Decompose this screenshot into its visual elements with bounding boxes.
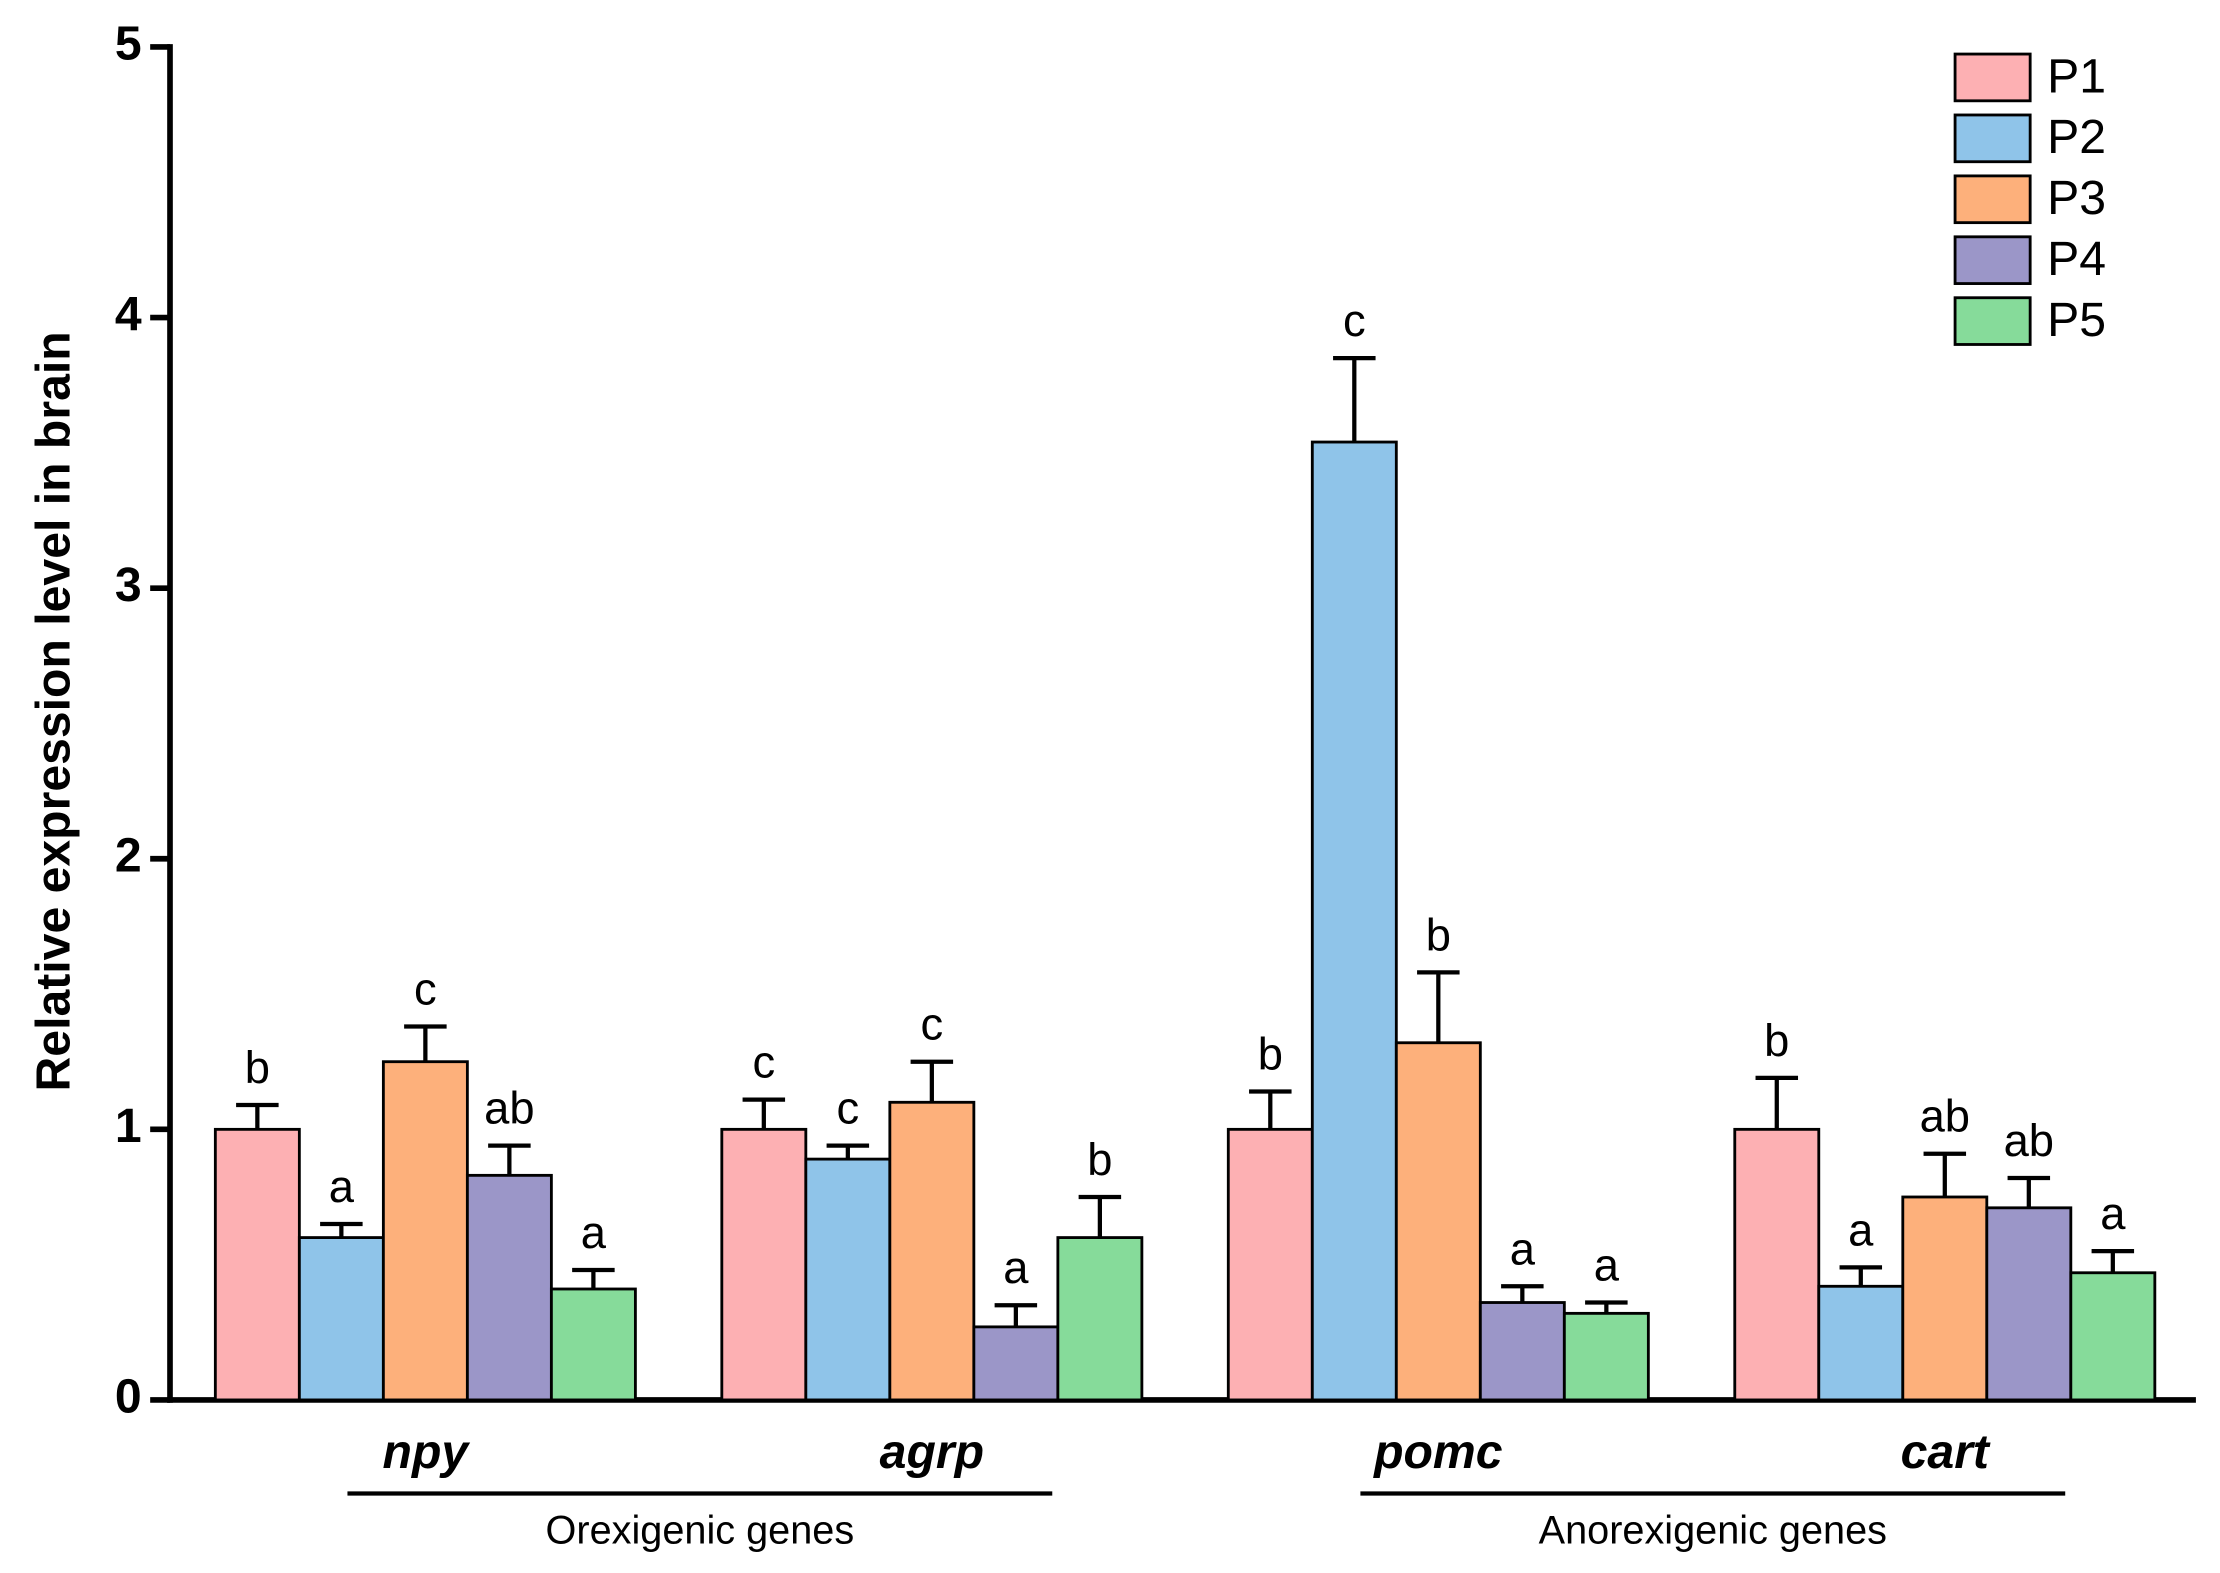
significance-label: ab — [2004, 1115, 2054, 1166]
bar — [804, 1157, 892, 1402]
legend-label: P5 — [2047, 293, 2106, 347]
significance-label: b — [1426, 909, 1451, 960]
y-axis-title: Relative expression level in brain — [26, 331, 80, 1091]
bar — [1056, 1236, 1144, 1402]
legend-label: P2 — [2047, 110, 2106, 164]
legend-swatch — [1953, 296, 2032, 346]
x-tick-label: agrp — [880, 1425, 984, 1479]
bar — [972, 1325, 1060, 1402]
significance-label: c — [837, 1083, 860, 1134]
bar — [297, 1236, 385, 1402]
bar — [1394, 1041, 1482, 1402]
bar — [381, 1060, 469, 1402]
y-tick-label: 1 — [115, 1099, 142, 1153]
x-tick-label: cart — [1901, 1425, 1991, 1479]
bar — [1817, 1284, 1905, 1402]
significance-label: a — [2100, 1188, 2126, 1239]
legend-label: P3 — [2047, 171, 2106, 225]
significance-label: ab — [484, 1083, 534, 1134]
legend-swatch — [1953, 113, 2032, 164]
bar — [465, 1173, 553, 1402]
y-tick-label: 3 — [115, 558, 142, 612]
significance-label: a — [581, 1207, 607, 1258]
significance-label: a — [1003, 1242, 1029, 1293]
y-tick-label: 5 — [115, 17, 142, 71]
bar — [1310, 440, 1398, 1402]
bar — [1901, 1195, 1989, 1402]
bar — [1985, 1206, 2073, 1402]
y-tick-label: 4 — [115, 287, 142, 341]
x-tick-label: npy — [383, 1425, 471, 1479]
significance-label: c — [752, 1037, 775, 1088]
group-label: Anorexigenic genes — [1539, 1509, 1887, 1553]
significance-label: a — [329, 1161, 355, 1212]
x-tick-label: pomc — [1372, 1425, 1503, 1479]
significance-label: a — [1510, 1223, 1536, 1274]
bar — [2069, 1271, 2157, 1402]
significance-label: b — [1087, 1134, 1112, 1185]
significance-label: b — [1764, 1015, 1789, 1066]
legend-label: P4 — [2047, 232, 2106, 286]
significance-label: c — [1343, 295, 1366, 346]
significance-label: a — [1594, 1239, 1620, 1290]
bar — [720, 1127, 808, 1402]
legend-swatch — [1953, 174, 2032, 225]
significance-label: a — [1848, 1204, 1874, 1255]
significance-label: b — [245, 1042, 270, 1093]
legend-swatch — [1953, 52, 2032, 103]
significance-label: c — [414, 963, 437, 1014]
bar — [888, 1100, 976, 1402]
bar — [1733, 1127, 1821, 1402]
legend-swatch — [1953, 235, 2032, 285]
significance-label: b — [1258, 1028, 1283, 1079]
y-tick-label: 0 — [115, 1370, 142, 1424]
bar — [1562, 1311, 1650, 1402]
bar — [1478, 1301, 1566, 1402]
group-label: Orexigenic genes — [546, 1509, 855, 1553]
y-tick-label: 2 — [115, 828, 142, 882]
significance-label: ab — [1920, 1091, 1970, 1142]
bar — [549, 1287, 637, 1402]
bar — [213, 1127, 301, 1402]
bar — [1226, 1127, 1314, 1402]
significance-label: c — [921, 999, 944, 1050]
legend-label: P1 — [2047, 49, 2106, 103]
